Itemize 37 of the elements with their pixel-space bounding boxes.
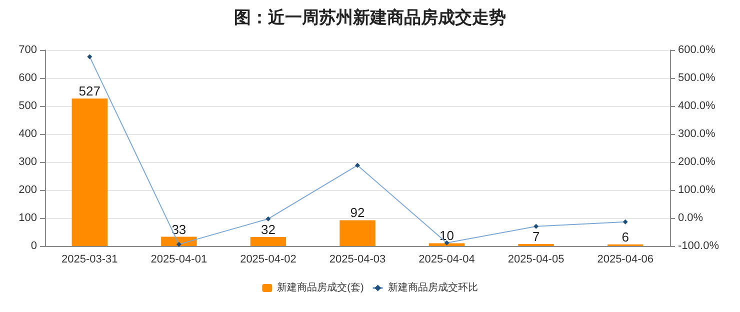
y-tick-label: 500 [18, 100, 37, 112]
y2-tick-label: -100.0% [678, 240, 720, 252]
y-tick-label: 200 [18, 184, 37, 196]
y2-tick-label: 300.0% [678, 128, 716, 140]
data-label: 92 [350, 205, 365, 220]
x-tick-label: 2025-03-31 [62, 254, 118, 266]
data-label: 32 [260, 222, 276, 238]
y-tick-label: 0 [30, 240, 37, 252]
y-tick-label: 700 [18, 44, 37, 56]
x-tick-label: 2025-04-04 [418, 254, 475, 266]
data-label: 33 [172, 222, 186, 237]
legend-label: 新建商品房成交环比 [388, 282, 478, 294]
data-label: 527 [78, 83, 100, 98]
x-tick-label: 2025-04-02 [240, 254, 296, 266]
y-tick-label: 600 [18, 72, 37, 84]
y-tick-label: 100 [18, 212, 37, 224]
y-tick-label: 300 [18, 156, 37, 168]
y2-tick-label: 400.0% [678, 100, 716, 112]
bar [72, 98, 108, 246]
bar [250, 237, 286, 246]
data-label: 6 [622, 229, 629, 244]
y2-tick-label: 600.0% [678, 44, 716, 56]
legend-label: 新建商品房成交(套) [277, 282, 364, 294]
y-tick-label: 400 [18, 128, 37, 140]
chart-title: 图：近一周苏州新建商品房成交走势 [234, 8, 506, 27]
x-tick-label: 2025-04-05 [508, 254, 564, 266]
data-label: 7 [532, 229, 540, 244]
y2-tick-label: 500.0% [678, 72, 716, 84]
y2-tick-label: 0.0% [678, 212, 704, 224]
x-tick-label: 2025-04-01 [150, 254, 208, 266]
x-tick-label: 2025-04-03 [329, 254, 386, 266]
bar [428, 243, 465, 246]
y2-tick-label: 200.0% [678, 156, 716, 168]
y2-tick-label: 100.0% [678, 184, 716, 196]
data-label: 10 [440, 228, 454, 244]
bar [340, 220, 376, 246]
x-tick-label: 2025-04-06 [597, 254, 654, 266]
